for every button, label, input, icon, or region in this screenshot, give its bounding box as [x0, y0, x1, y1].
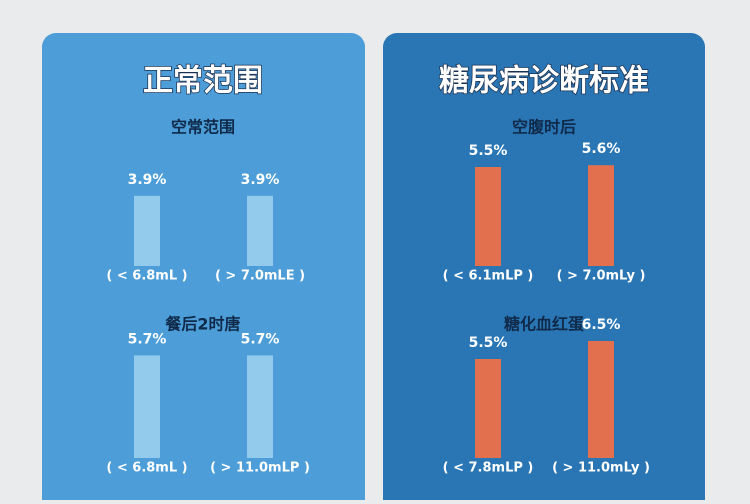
category-label: ( > 11.0mLy )	[552, 461, 650, 476]
bar	[588, 341, 614, 458]
bar	[247, 195, 273, 266]
panel-normal	[42, 33, 365, 504]
bar	[247, 355, 273, 458]
category-label: ( < 6.8mL )	[106, 461, 187, 476]
value-label: 5.7%	[241, 331, 280, 347]
value-label: 3.9%	[241, 172, 280, 188]
chart-title: 空常范围	[171, 118, 235, 137]
category-label: ( > 11.0mLP )	[210, 461, 310, 476]
bar	[475, 167, 501, 266]
category-label: ( > 7.0mLE )	[215, 269, 305, 284]
value-label: 5.7%	[128, 331, 167, 347]
value-label: 5.6%	[582, 141, 621, 157]
bar	[134, 195, 160, 266]
category-label: ( < 6.1mLP )	[443, 269, 534, 284]
category-label: ( > 7.0mLy )	[557, 269, 646, 284]
panel-title: 糖尿病诊断标准	[439, 64, 649, 99]
category-label: ( < 7.8mLP )	[443, 461, 534, 476]
panel-diagnosis	[383, 33, 705, 504]
chart-title: 空腹时后	[512, 118, 576, 137]
category-label: ( < 6.8mL )	[106, 269, 187, 284]
chart-title: 餐后2时唐	[164, 315, 240, 334]
value-label: 3.9%	[128, 172, 167, 188]
value-label: 5.5%	[469, 143, 508, 159]
value-label: 6.5%	[582, 317, 621, 333]
bar	[475, 359, 501, 458]
bar	[134, 355, 160, 458]
chart-title: 糖化血红蛋	[504, 315, 584, 334]
value-label: 5.5%	[469, 335, 508, 351]
panel-title: 正常范围	[143, 64, 263, 99]
bar	[588, 165, 614, 266]
